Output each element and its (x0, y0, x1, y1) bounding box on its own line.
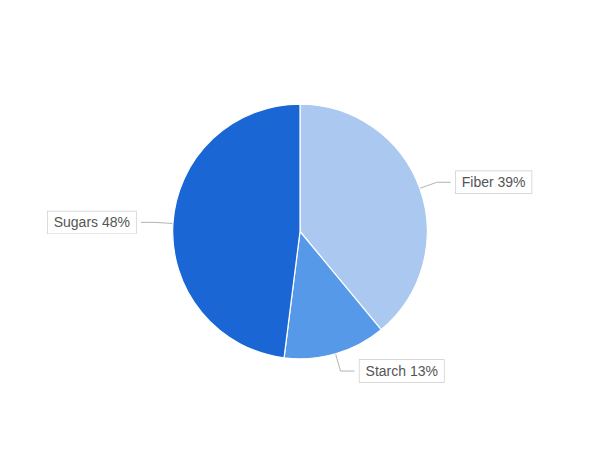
svg-text:Starch 13%: Starch 13% (366, 363, 438, 379)
svg-text:Fiber 39%: Fiber 39% (462, 174, 526, 190)
svg-text:Sugars 48%: Sugars 48% (54, 214, 130, 230)
